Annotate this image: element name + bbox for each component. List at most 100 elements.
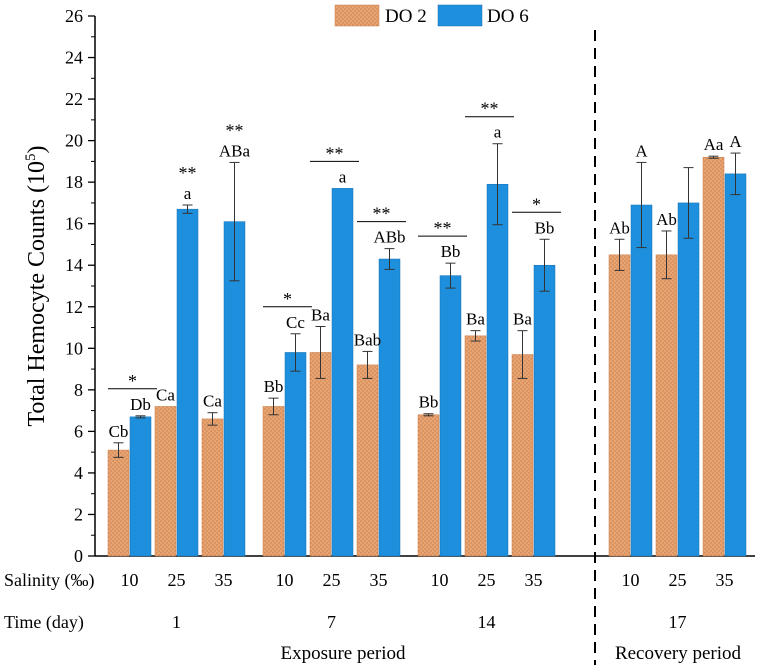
bar-do2 xyxy=(356,364,379,557)
salinity-label: 35 xyxy=(370,570,388,590)
significance-letter: Bb xyxy=(419,393,439,412)
significance-letter: Db xyxy=(130,395,151,414)
salinity-label: 10 xyxy=(431,570,449,590)
legend-swatch-do6 xyxy=(437,4,483,27)
y-tick-label: 2 xyxy=(74,504,83,524)
salinity-row-label: Salinity (‰) xyxy=(4,570,95,591)
y-tick-label: 16 xyxy=(65,214,83,234)
y-tick-label: 12 xyxy=(65,297,83,317)
significance-letter: ABb xyxy=(373,228,405,247)
significance-letter: Ca xyxy=(203,392,222,411)
y-tick-label: 6 xyxy=(74,421,83,441)
y-tick-label: 26 xyxy=(65,6,83,26)
legend-label-do2: DO 2 xyxy=(385,6,427,27)
significance-letter: Ba xyxy=(466,310,485,329)
bar-do2 xyxy=(309,352,332,557)
bar-do2 xyxy=(417,414,440,557)
y-tick-label: 24 xyxy=(65,48,83,68)
legend: DO 2 DO 6 xyxy=(334,4,529,27)
exposure-period-label: Exposure period xyxy=(280,643,406,664)
recovery-period-label: Recovery period xyxy=(615,643,742,664)
salinity-label: 35 xyxy=(525,570,543,590)
bar-do2 xyxy=(154,406,177,557)
bar-do6 xyxy=(439,275,462,557)
bar-do6 xyxy=(630,204,653,557)
salinity-label: 25 xyxy=(669,570,687,590)
significance-stars: * xyxy=(532,194,541,214)
day-label: 17 xyxy=(669,612,687,632)
bar-do6 xyxy=(724,173,747,557)
y-tick-label: 4 xyxy=(74,463,83,483)
salinity-label: 25 xyxy=(478,570,496,590)
significance-letter: a xyxy=(339,167,347,186)
y-tick-label: 20 xyxy=(65,131,83,151)
legend-label-do6: DO 6 xyxy=(487,6,529,27)
bar-do6 xyxy=(284,352,307,557)
bar-do2 xyxy=(464,335,487,557)
significance-letter: Bb xyxy=(441,242,461,261)
bar-do6 xyxy=(378,258,401,557)
bar-do2 xyxy=(655,254,678,557)
significance-letter: Ab xyxy=(609,218,630,237)
significance-letter: a xyxy=(494,123,502,142)
bar-do2 xyxy=(262,406,285,557)
bar-do2 xyxy=(107,449,130,557)
day-label: 14 xyxy=(478,612,496,632)
bar-do6 xyxy=(129,416,152,557)
bar-do2 xyxy=(702,156,725,557)
significance-letter: Ca xyxy=(156,385,175,404)
significance-stars: ** xyxy=(326,143,344,163)
bar-do6 xyxy=(486,183,509,557)
y-tick-label: 0 xyxy=(74,546,83,566)
significance-letter: Aa xyxy=(704,135,724,154)
significance-letter: Ba xyxy=(513,310,532,329)
significance-stars: * xyxy=(283,289,292,309)
bar-do6 xyxy=(533,264,556,557)
significance-letter: Cb xyxy=(109,422,129,441)
y-axis-label-superscript: 5 xyxy=(23,153,39,161)
y-tick-label: 8 xyxy=(74,380,83,400)
day-label: 7 xyxy=(327,612,336,632)
day-label: 1 xyxy=(172,612,181,632)
significance-letter: Bb xyxy=(535,218,555,237)
bar-do2 xyxy=(201,418,224,557)
y-axis-label: Total Hemocyte Counts (105) xyxy=(23,145,50,426)
bar-do2 xyxy=(608,254,631,557)
salinity-label: 10 xyxy=(276,570,294,590)
significance-stars: * xyxy=(128,371,137,391)
legend-swatch-do2 xyxy=(334,4,380,27)
salinity-label: 10 xyxy=(121,570,139,590)
significance-stars: ** xyxy=(434,218,452,238)
significance-letter: Ab xyxy=(656,210,677,229)
bar-do6 xyxy=(176,208,199,557)
y-tick-label: 10 xyxy=(65,338,83,358)
bar-do6 xyxy=(331,188,354,557)
salinity-label: 25 xyxy=(323,570,341,590)
significance-letter: Bab xyxy=(354,330,381,349)
salinity-label: 35 xyxy=(716,570,734,590)
significance-stars: ** xyxy=(179,163,197,183)
significance-stars: ** xyxy=(373,204,391,224)
significance-letter: Ba xyxy=(311,306,330,325)
y-tick-label: 18 xyxy=(65,172,83,192)
significance-letter: Cc xyxy=(286,313,305,332)
significance-letter: A xyxy=(635,141,648,160)
bar-do2 xyxy=(511,354,534,557)
significance-letter: ABa xyxy=(219,141,251,160)
salinity-label: 10 xyxy=(622,570,640,590)
y-tick-label: 22 xyxy=(65,89,83,109)
significance-stars: ** xyxy=(481,99,499,119)
time-row-label: Time (day) xyxy=(4,612,84,633)
annotations: CbDb*Caa**CaABa**BbCc*Baa**BabABb**BbBb*… xyxy=(108,99,742,458)
significance-letter: a xyxy=(184,184,192,203)
salinity-label: 25 xyxy=(168,570,186,590)
significance-letter: A xyxy=(729,132,742,151)
bar-marks xyxy=(107,156,747,557)
x-axis-labels: 10 25 35 1 10 25 35 7 10 25 35 14 10 25 35 17 xyxy=(121,570,734,632)
y-tick-label: 14 xyxy=(65,255,83,275)
salinity-label: 35 xyxy=(215,570,233,590)
bar-do6 xyxy=(677,202,700,557)
significance-letter: Bb xyxy=(264,377,284,396)
